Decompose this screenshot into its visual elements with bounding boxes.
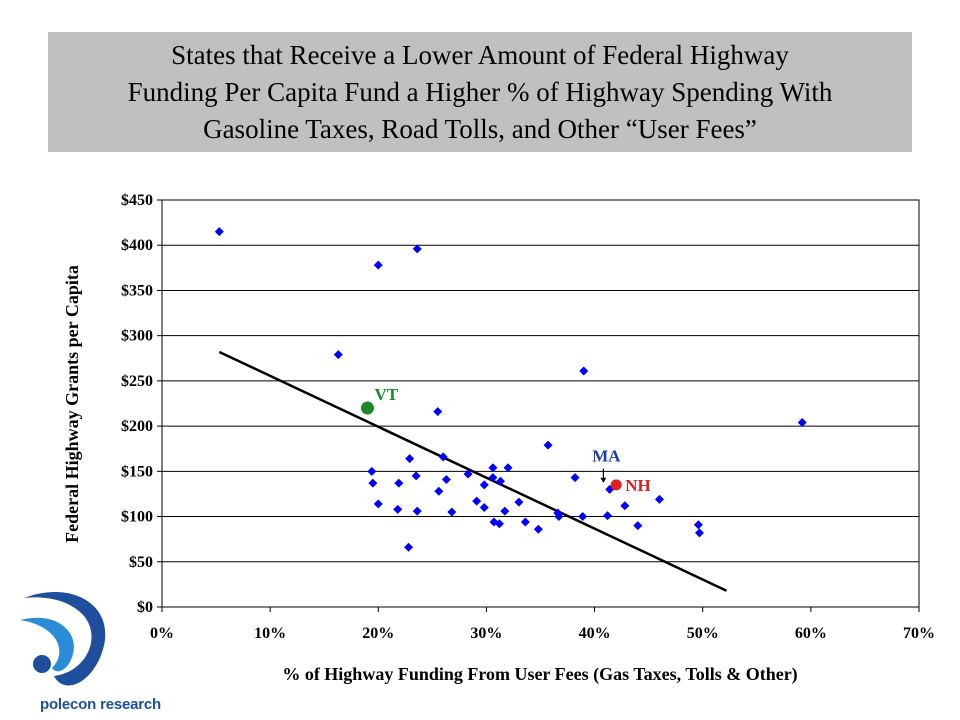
data-point xyxy=(479,503,489,513)
data-point xyxy=(479,480,489,490)
x-tick-label: 0% xyxy=(150,625,174,642)
data-point xyxy=(503,463,513,473)
data-point xyxy=(411,471,421,481)
data-point xyxy=(433,407,443,417)
data-point xyxy=(570,473,580,483)
data-point xyxy=(404,542,414,552)
gridlines xyxy=(162,244,919,563)
data-point xyxy=(500,506,510,516)
y-tick-label: $0 xyxy=(137,599,153,616)
y-axis-title: Federal Highway Grants per Capita xyxy=(62,265,82,543)
x-tick-label: 20% xyxy=(362,625,394,642)
y-tick-label: $250 xyxy=(121,373,153,390)
polecon-logo-icon xyxy=(20,591,106,686)
data-point xyxy=(472,496,482,506)
data-point xyxy=(434,486,444,496)
annotation-nh: NH xyxy=(625,476,651,495)
chart-title-box: States that Receive a Lower Amount of Fe… xyxy=(48,32,912,152)
data-point xyxy=(495,476,505,486)
data-point xyxy=(368,478,378,488)
data-point xyxy=(367,466,377,476)
title-line-3: Gasoline Taxes, Road Tolls, and Other “U… xyxy=(203,114,757,144)
data-point xyxy=(694,528,704,538)
data-points xyxy=(214,227,807,592)
data-point xyxy=(405,454,415,464)
y-tick-label: $150 xyxy=(121,463,153,480)
data-point xyxy=(797,417,807,427)
data-point xyxy=(654,494,664,504)
data-point xyxy=(412,244,422,254)
data-point xyxy=(603,511,613,521)
y-tick-label: $300 xyxy=(121,328,153,345)
data-point xyxy=(533,524,543,534)
x-tick-label: 70% xyxy=(903,625,935,642)
axis-ticks: $0 $50 $100 $150 $200 $250 $300 $350 $400 $450 0% 1… xyxy=(121,192,935,642)
x-tick-label: 60% xyxy=(795,625,827,642)
data-point xyxy=(438,452,448,462)
y-tick-label: $450 xyxy=(121,192,153,209)
point-nh xyxy=(610,479,622,491)
data-point xyxy=(514,497,524,507)
y-tick-label: $400 xyxy=(121,237,153,254)
logo-text: polecon research xyxy=(40,696,162,713)
x-tick-label: 10% xyxy=(254,625,286,642)
plot-area-frame xyxy=(161,199,920,608)
data-point xyxy=(488,473,498,483)
data-point xyxy=(463,469,473,479)
title-line-1: States that Receive a Lower Amount of Fe… xyxy=(171,40,789,70)
x-tick-label: 50% xyxy=(687,625,719,642)
y-tick-label: $200 xyxy=(121,418,153,435)
data-point xyxy=(633,521,643,531)
data-point xyxy=(447,507,457,517)
data-point xyxy=(412,506,422,516)
data-point xyxy=(488,463,498,473)
data-point xyxy=(693,520,703,530)
data-point xyxy=(494,519,504,529)
trendline xyxy=(218,350,728,592)
data-point xyxy=(441,474,451,484)
point-vt xyxy=(360,401,374,415)
x-tick-label: 40% xyxy=(579,625,611,642)
data-point xyxy=(393,504,403,514)
data-point xyxy=(333,350,343,360)
annotation-ma: MA xyxy=(592,447,621,466)
data-point xyxy=(214,227,224,237)
data-point xyxy=(578,512,588,522)
x-axis-title: % of Highway Funding From User Fees (Gas… xyxy=(282,664,797,685)
data-point xyxy=(543,440,553,450)
ma-arrow-head xyxy=(600,477,607,483)
data-point xyxy=(394,478,404,488)
y-tick-label: $350 xyxy=(121,282,153,299)
x-tick-label: 30% xyxy=(470,625,502,642)
data-point xyxy=(373,260,383,270)
title-line-2: Funding Per Capita Fund a Higher % of Hi… xyxy=(127,77,833,107)
y-tick-label: $50 xyxy=(129,554,153,571)
data-point xyxy=(620,501,630,511)
data-point xyxy=(579,366,589,376)
data-point xyxy=(520,517,530,527)
data-point xyxy=(554,512,564,522)
data-point xyxy=(373,499,383,509)
annotation-vt: VT xyxy=(374,385,398,404)
y-tick-label: $100 xyxy=(121,509,153,526)
